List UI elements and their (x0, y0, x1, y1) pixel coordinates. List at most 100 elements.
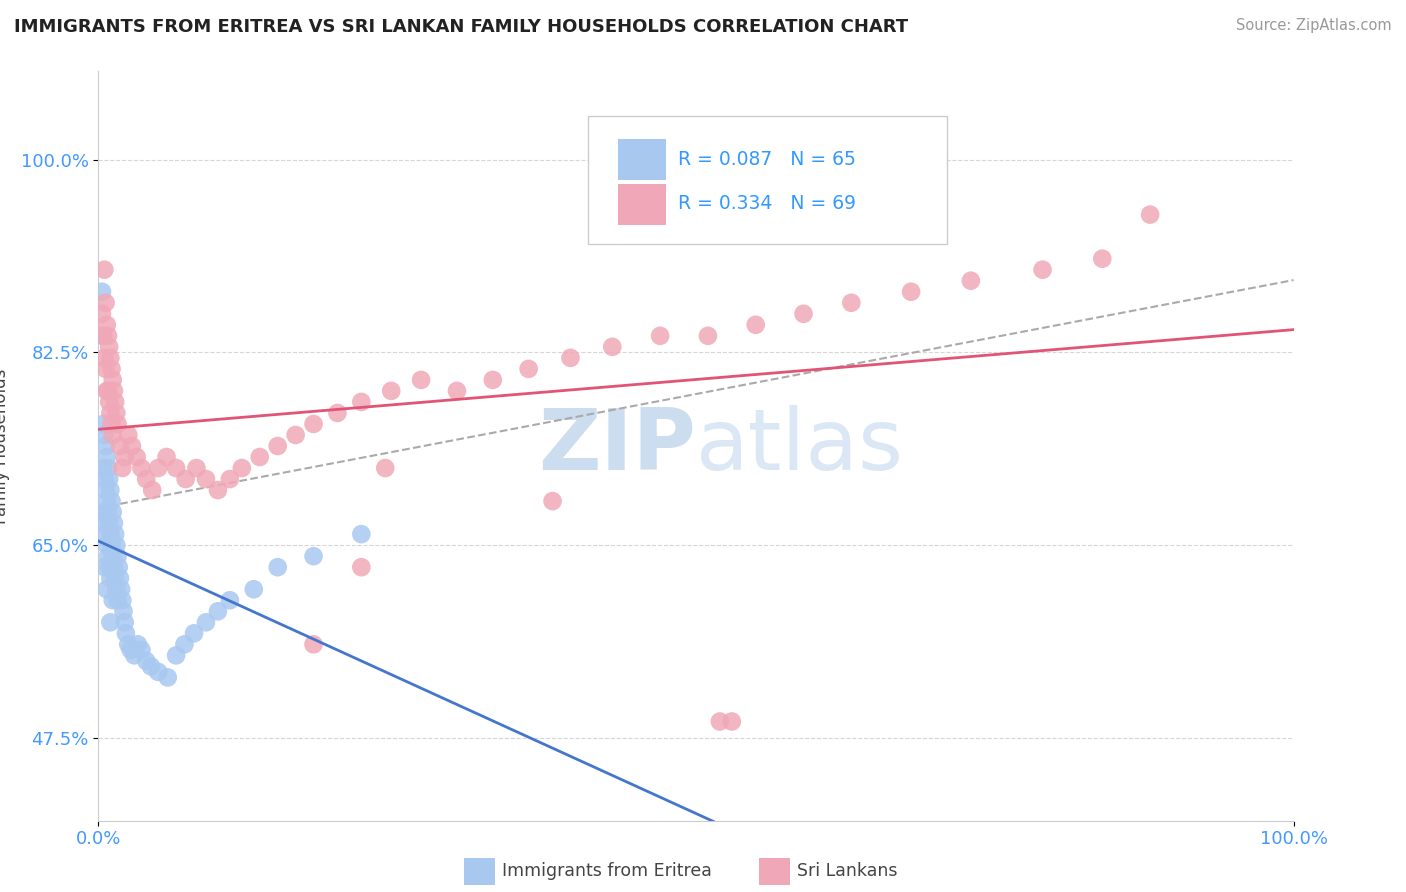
Point (98, 615, 122, 630)
Point (100, 417, 122, 431)
FancyBboxPatch shape (589, 116, 948, 244)
Point (96, 582, 118, 597)
Text: R = 0.334   N = 69: R = 0.334 N = 69 (678, 194, 856, 213)
Point (98, 395, 121, 409)
Point (108, 439, 131, 453)
Point (94, 527, 117, 541)
Point (93, 516, 115, 530)
Point (96, 450, 118, 464)
Point (93, 262, 115, 277)
Point (219, 472, 242, 486)
Point (96, 318, 118, 332)
Text: atlas: atlas (696, 404, 904, 488)
Point (125, 450, 148, 464)
Point (231, 461, 253, 475)
Point (165, 461, 187, 475)
Point (97, 384, 120, 398)
Point (97, 461, 120, 475)
Point (793, 307, 815, 321)
Point (100, 362, 122, 376)
Point (284, 428, 307, 442)
Point (155, 450, 177, 464)
Point (101, 505, 124, 519)
Point (195, 615, 218, 630)
Point (517, 362, 540, 376)
Point (98, 516, 121, 530)
Point (112, 604, 135, 618)
Point (350, 527, 373, 541)
Point (93, 472, 115, 486)
Point (94, 483, 117, 497)
Point (648, 328, 672, 343)
Point (96, 384, 118, 398)
Point (841, 295, 863, 310)
Point (100, 494, 122, 508)
Text: Sri Lankans: Sri Lankans (797, 863, 897, 880)
Point (121, 439, 143, 453)
Point (103, 560, 125, 574)
Point (115, 626, 138, 640)
Point (114, 450, 136, 464)
Text: IMMIGRANTS FROM ERITREA VS SRI LANKAN FAMILY HOUSEHOLDS CORRELATION CHART: IMMIGRANTS FROM ERITREA VS SRI LANKAN FA… (14, 18, 908, 36)
Point (98, 527, 122, 541)
Point (101, 549, 124, 564)
Point (93, 560, 115, 574)
Point (139, 659, 162, 673)
Point (98, 406, 122, 420)
Point (107, 417, 129, 431)
Point (350, 395, 373, 409)
Point (302, 417, 325, 431)
Point (101, 593, 124, 607)
Point (91, 505, 114, 519)
Point (127, 637, 149, 651)
Point (141, 483, 163, 497)
Point (107, 560, 129, 574)
Point (91, 285, 114, 299)
Point (117, 428, 139, 442)
Point (114, 615, 136, 630)
Point (602, 340, 624, 354)
Point (97, 328, 120, 343)
Point (107, 549, 129, 564)
Point (104, 571, 127, 585)
Point (326, 406, 349, 420)
Point (302, 637, 325, 651)
Point (98, 571, 122, 585)
Bar (619, 184, 666, 225)
Point (94, 362, 117, 376)
Point (91, 328, 114, 343)
Point (97, 505, 120, 519)
Point (960, 274, 983, 288)
Point (219, 593, 242, 607)
Bar (619, 139, 666, 180)
Point (110, 582, 132, 597)
Point (94, 439, 117, 453)
Point (108, 571, 131, 585)
Point (1139, 208, 1161, 222)
Point (105, 538, 128, 552)
Point (104, 527, 127, 541)
Point (195, 472, 218, 486)
Point (111, 593, 134, 607)
Point (374, 461, 396, 475)
Point (481, 373, 505, 387)
Point (135, 472, 157, 486)
Point (94, 295, 117, 310)
Point (267, 560, 290, 574)
Text: R = 0.087   N = 65: R = 0.087 N = 65 (678, 150, 856, 169)
Point (93, 351, 115, 365)
Point (91, 307, 114, 321)
Text: Source: ZipAtlas.com: Source: ZipAtlas.com (1236, 18, 1392, 33)
Point (560, 351, 582, 365)
Point (100, 538, 122, 552)
Point (103, 384, 125, 398)
Point (173, 637, 195, 651)
Point (101, 373, 124, 387)
Text: Immigrants from Eritrea: Immigrants from Eritrea (502, 863, 711, 880)
Point (135, 654, 157, 668)
Point (93, 428, 115, 442)
Point (111, 461, 134, 475)
Point (98, 340, 121, 354)
Point (98, 472, 121, 486)
Point (131, 461, 153, 475)
